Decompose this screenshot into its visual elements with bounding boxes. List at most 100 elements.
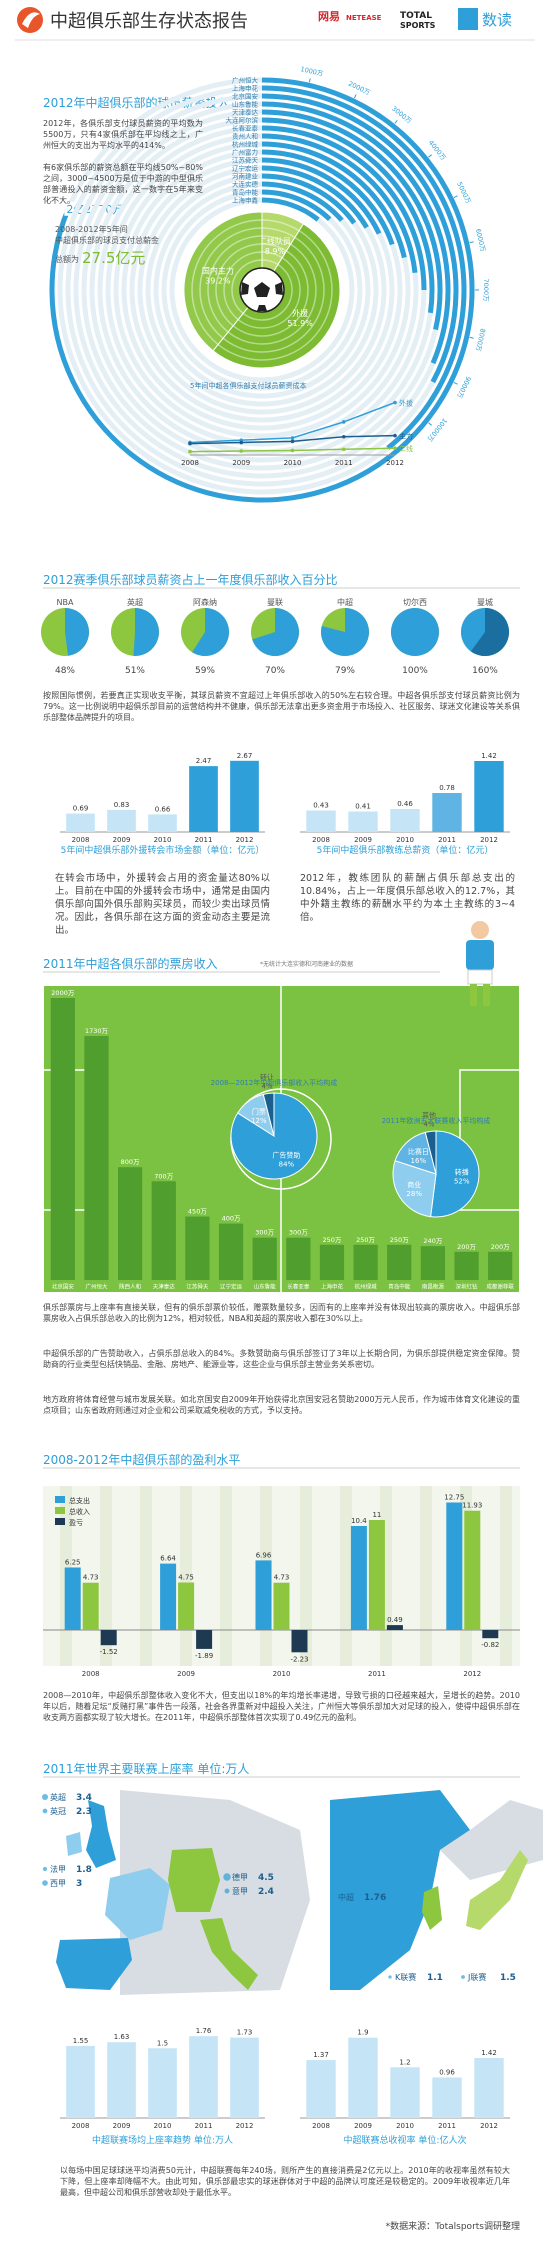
bar <box>185 1216 210 1280</box>
value-label: 1.37 <box>313 2051 329 2059</box>
value-dot <box>42 1808 48 1814</box>
legend-label: 盈亏 <box>69 1519 83 1527</box>
value-label: 4.73 <box>274 1574 290 1582</box>
x-tick-label: 深圳红钻 <box>456 1283 479 1291</box>
x-tick-label: 北京国安 <box>52 1283 75 1291</box>
value-label: 6.96 <box>256 1551 272 1559</box>
value-label: 1.73 <box>237 2029 253 2037</box>
bar <box>107 2042 136 2118</box>
category-label: 大连阿尔滨 <box>226 116 259 125</box>
ball-patch <box>254 282 270 297</box>
tick-mark <box>353 94 357 99</box>
value-label: 0.78 <box>439 784 455 792</box>
value-label: 12.75 <box>444 1494 464 1502</box>
tick-label: 8000万 <box>474 328 487 353</box>
x-tick-label: 2011 <box>335 459 353 467</box>
source: *数据来源：Totalsports调研整理 <box>385 2222 520 2232</box>
arc-bar <box>261 117 435 314</box>
value-label: 0.83 <box>114 801 130 809</box>
value-label: 51% <box>125 666 145 676</box>
value-label: -1.52 <box>100 1648 118 1656</box>
paragraph: 2008—2010年，中超俱乐部整体收入变化不大，但支出以18%的年均增长率递增… <box>43 1691 520 1722</box>
arc-bar <box>261 141 407 259</box>
bar <box>148 2048 177 2118</box>
paragraph: 有6家俱乐部的薪资总额在平均线50%~80%之间，3000~4500万是位于中游… <box>43 163 203 205</box>
value-dot <box>223 1873 231 1881</box>
tick-label: 2000万 <box>347 80 372 97</box>
pie-slice <box>183 211 263 352</box>
value-dot <box>330 1894 336 1900</box>
value-label: 2.67 <box>237 752 253 760</box>
category-label: 贵州人和 <box>232 132 258 141</box>
value-label: 700万 <box>154 1172 173 1180</box>
bar <box>348 2037 378 2118</box>
region-label: 英超 <box>50 1792 66 1802</box>
point <box>341 420 346 424</box>
category-label: NBA <box>57 598 74 607</box>
bar <box>420 1246 446 1280</box>
legend-label: 总支出 <box>69 1496 90 1505</box>
bar <box>286 1237 311 1280</box>
bar <box>306 2060 336 2118</box>
arc-bar <box>261 173 357 225</box>
region-label: K联赛 <box>395 1972 416 1982</box>
x-tick-label: 广州恒大 <box>85 1283 108 1291</box>
bar <box>196 1630 213 1649</box>
x-tick-label: 2011 <box>438 836 456 844</box>
x-tick-label: 2012 <box>480 836 498 844</box>
slice-value: 4% <box>261 1083 272 1091</box>
category-label: 大连实德 <box>232 180 259 189</box>
logo-text: TOTAL <box>400 11 432 21</box>
arc-bar <box>261 125 427 291</box>
slice-label: 二线队员 <box>259 236 291 246</box>
value-label: 1730万 <box>85 1027 109 1035</box>
bar <box>273 1582 290 1630</box>
bar <box>446 1502 463 1630</box>
chart-title: 2012赛季俱乐部球员薪资占上一年度俱乐部收入百分比 <box>43 572 338 587</box>
value-dot <box>42 1866 48 1872</box>
value-label: 250万 <box>390 1236 409 1244</box>
arc-bar <box>261 181 344 222</box>
bar <box>84 1036 109 1280</box>
point <box>290 439 295 444</box>
chart-title: 2011年欧洲五大联赛收入平均构成 <box>382 1116 491 1125</box>
tick-mark <box>469 241 474 244</box>
arc-bar <box>261 109 443 331</box>
logo-text: NETEASE <box>346 14 382 22</box>
pie-fill <box>65 608 89 656</box>
arc-bar <box>261 157 382 235</box>
bar <box>319 1244 345 1280</box>
bar <box>474 2057 504 2118</box>
logo-flame <box>22 12 40 28</box>
region-label: 英冠 <box>50 1806 66 1816</box>
chart-title: 5年间中超各俱乐部支付球员薪资成本 <box>190 381 306 390</box>
slice-value: 12% <box>251 1117 267 1125</box>
legend-label: 二线 <box>399 444 413 453</box>
decor-ring <box>215 243 309 337</box>
decor-ring <box>231 259 293 321</box>
annotation: 总额为 <box>55 254 79 264</box>
pie-fill <box>252 608 299 656</box>
bar <box>117 1167 143 1280</box>
bar <box>432 2077 462 2118</box>
category-label: 广州富力 <box>232 148 258 157</box>
paragraph: 在转会市场中，外援转会占用的资金量达80%以上。目前在中国的外援转会市场中，通常… <box>55 873 270 936</box>
decor-ring <box>223 251 301 329</box>
region-label: 法甲 <box>50 1864 66 1874</box>
bar <box>66 2045 95 2118</box>
x-tick-label: 2009 <box>113 836 131 844</box>
pie-slice <box>424 1130 437 1175</box>
value-label: 0.41 <box>355 803 371 811</box>
tick-mark <box>394 120 398 124</box>
bar <box>432 793 462 832</box>
point <box>393 446 397 450</box>
slice-value: 52% <box>454 1178 470 1186</box>
value-label: 10.4 <box>351 1517 367 1525</box>
bar <box>474 761 504 832</box>
bar <box>350 1526 367 1630</box>
bar <box>482 1630 499 1639</box>
arc-bar <box>261 101 451 365</box>
logo-box <box>458 8 478 30</box>
ball-patch <box>257 305 267 311</box>
